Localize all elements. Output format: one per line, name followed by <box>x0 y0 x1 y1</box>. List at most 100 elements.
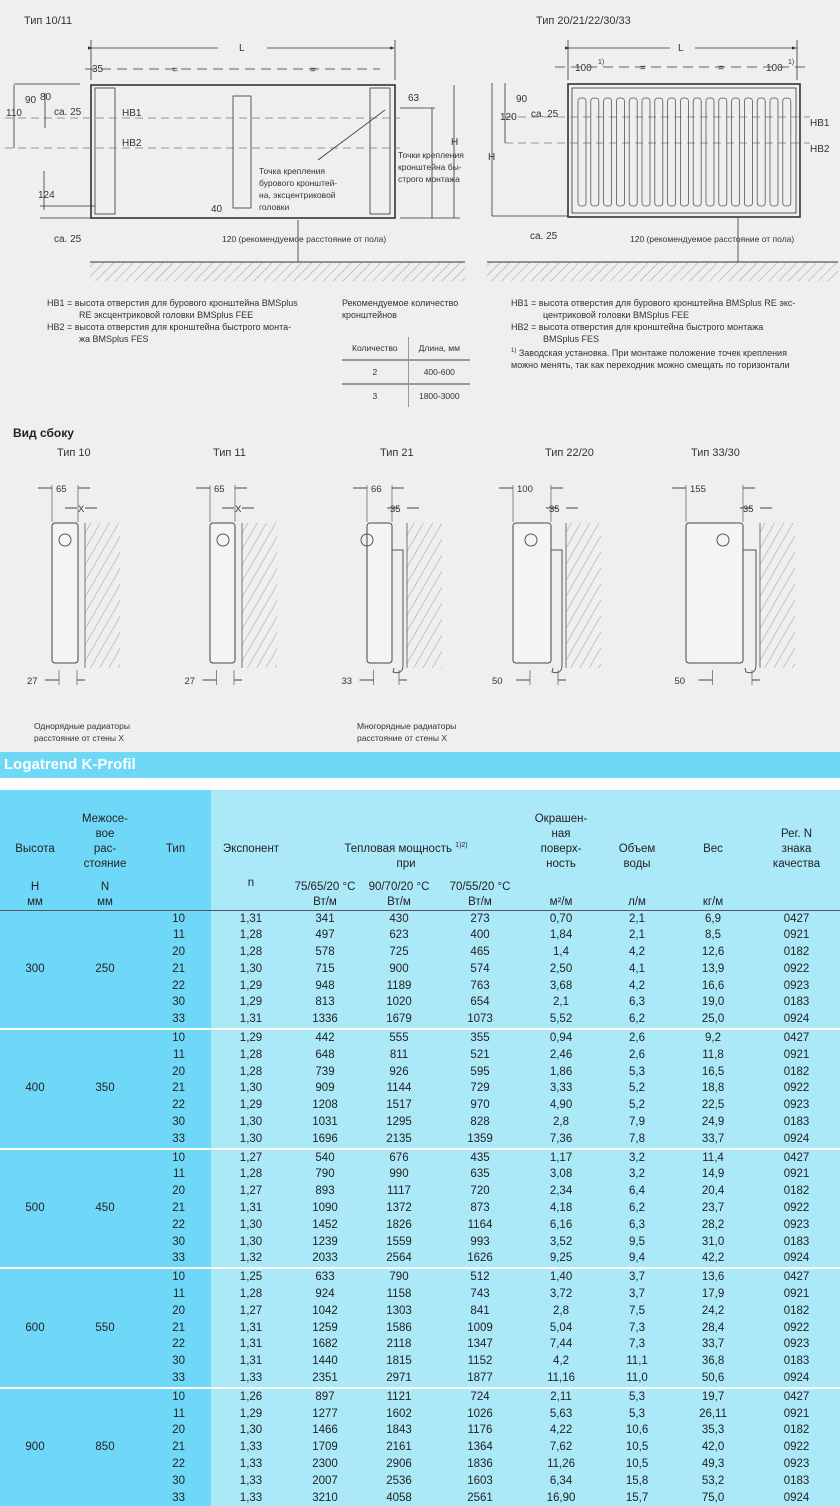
cell-reg: 0182 <box>753 1183 840 1201</box>
cell-reg: 0183 <box>753 1233 840 1251</box>
side-type-title: Тип 11 <box>213 447 246 459</box>
unit-weight: кг/м <box>673 872 754 911</box>
callout-text: Точка крепления <box>259 166 325 176</box>
cell-surface: 2,1 <box>521 994 602 1012</box>
cell-spacing: 550 <box>70 1267 140 1388</box>
cell-p1: 341 <box>291 910 359 928</box>
cell-water: 4,2 <box>601 977 674 995</box>
dim-wall-gap: 35 <box>390 504 401 515</box>
cell-p2: 2564 <box>359 1250 439 1269</box>
cell-type: 10 <box>140 1028 211 1047</box>
cell-reg: 0183 <box>753 994 840 1012</box>
cell-reg: 0427 <box>753 1267 840 1287</box>
cell-reg: 0182 <box>753 1063 840 1081</box>
cell-p3: 1152 <box>439 1353 522 1371</box>
table-row: 22 1,29 948 1189 763 3,68 4,2 16,6 0923 <box>0 977 840 995</box>
cell-p3: 574 <box>439 960 522 978</box>
cell-exponent: 1,29 <box>211 977 291 995</box>
unit-reg <box>753 872 840 911</box>
callout-text: головки <box>259 202 289 212</box>
unit-surface: м²/м <box>521 872 602 911</box>
cell-water: 10,5 <box>601 1439 674 1456</box>
caption-line: расстояние от стены X <box>34 733 125 743</box>
cell-weight: 24,2 <box>673 1302 754 1320</box>
dim-width: 66 <box>371 484 382 495</box>
table-row: 400 350 10 1,29 442 555 355 0,94 2,6 9,2 0427 <box>0 1028 840 1149</box>
fin <box>680 97 689 207</box>
cell-type: 21 <box>140 1439 211 1456</box>
cell-p2: 990 <box>359 1166 439 1184</box>
cell-type: 30 <box>140 1472 211 1490</box>
cell-water: 7,9 <box>601 1114 674 1131</box>
table-row: 11 1,28 497 623 400 1,84 2,1 8,5 0921 <box>0 927 840 945</box>
cell-reg: 0924 <box>753 1370 840 1388</box>
table-row: 11 1,28 790 990 635 3,08 3,2 14,9 0921 <box>0 1166 840 1184</box>
cell-water: 10,6 <box>601 1422 674 1440</box>
callout-text: бурового кронштей- <box>259 178 337 188</box>
cell-weight: 17,9 <box>673 1286 754 1303</box>
side-view-heading: Вид сбоку <box>13 426 74 440</box>
cell-weight: 33,7 <box>673 1130 754 1149</box>
cell-weight: 11,8 <box>673 1046 754 1064</box>
cell-water: 10,5 <box>601 1456 674 1473</box>
cell-p3: 1026 <box>439 1405 522 1423</box>
cell-p3: 273 <box>439 910 522 928</box>
cell-p2: 4058 <box>359 1489 439 1506</box>
cell-reg: 0921 <box>753 927 840 945</box>
cell-p2: 1372 <box>359 1200 439 1217</box>
table-row: 11 1,28 924 1158 743 3,72 3,7 17,9 0921 <box>0 1286 840 1303</box>
cell-exponent: 1,27 <box>211 1147 291 1167</box>
cell-p1: 1452 <box>291 1216 359 1234</box>
cell-water: 7,3 <box>601 1319 674 1337</box>
cell-type: 11 <box>140 1166 211 1184</box>
note-line: жа BMSplus FES <box>79 334 149 344</box>
cell-p1: 2300 <box>291 1456 359 1473</box>
cell-p1: 3210 <box>291 1489 359 1506</box>
footnote-ref: 1) <box>788 59 794 66</box>
dim-width: 65 <box>56 484 67 495</box>
wall-hatch <box>242 523 277 668</box>
dim-H: H <box>488 152 495 163</box>
hb2-label: HB2 <box>810 144 830 155</box>
cell-surface: 11,16 <box>521 1370 602 1388</box>
cell-height: 500 <box>0 1147 70 1269</box>
cell-p3: 512 <box>439 1267 522 1287</box>
cell-weight: 12,6 <box>673 944 754 961</box>
cell-exponent: 1,33 <box>211 1370 291 1388</box>
cell-reg: 0924 <box>753 1250 840 1269</box>
cell-weight: 36,8 <box>673 1353 754 1371</box>
dim-bottom: 50 <box>492 676 503 687</box>
fin <box>756 97 766 207</box>
note-line: HB2 = высота отверстия для кронштейна бы… <box>511 322 764 332</box>
cell-weight: 6,9 <box>673 910 754 928</box>
cell-reg: 0922 <box>753 960 840 978</box>
cell-p3: 1164 <box>439 1216 522 1234</box>
bracket <box>392 549 404 674</box>
front-right-title: Тип 20/21/22/30/33 <box>536 15 631 27</box>
fin <box>577 97 587 207</box>
cell-weight: 19,0 <box>673 994 754 1012</box>
dim-100: 100 <box>575 63 592 74</box>
cell-p3: 763 <box>439 977 522 995</box>
dim-bottom: 27 <box>27 676 38 687</box>
cell-type: 21 <box>140 1319 211 1337</box>
cell-p2: 2536 <box>359 1472 439 1490</box>
note-line: можно менять, так как переходник можно с… <box>511 360 790 370</box>
cell-weight: 19,7 <box>673 1386 754 1406</box>
cell-water: 5,3 <box>601 1405 674 1423</box>
floor-note: 120 (рекомендуемое расстояние от пола) <box>630 234 794 244</box>
cell-p2: 2906 <box>359 1456 439 1473</box>
callout-text: Точки крепления <box>398 150 464 160</box>
caption-line: Однорядные радиаторы <box>34 721 130 731</box>
cell-reg: 0922 <box>753 1080 840 1098</box>
hb2-label: HB2 <box>122 138 142 149</box>
table-row: 21 1,30 715 900 574 2,50 4,1 13,9 0922 <box>0 960 840 978</box>
table-row: 30 1,30 1239 1559 993 3,52 9,5 31,0 0183 <box>0 1233 840 1251</box>
cell-reg: 0427 <box>753 910 840 928</box>
table-row: 300 250 10 1,31 341 430 273 0,70 2,1 6,9 0427 <box>0 910 840 1030</box>
cell-weight: 11,4 <box>673 1147 754 1167</box>
cell-water: 3,2 <box>601 1166 674 1184</box>
wall-hatch <box>760 523 795 668</box>
